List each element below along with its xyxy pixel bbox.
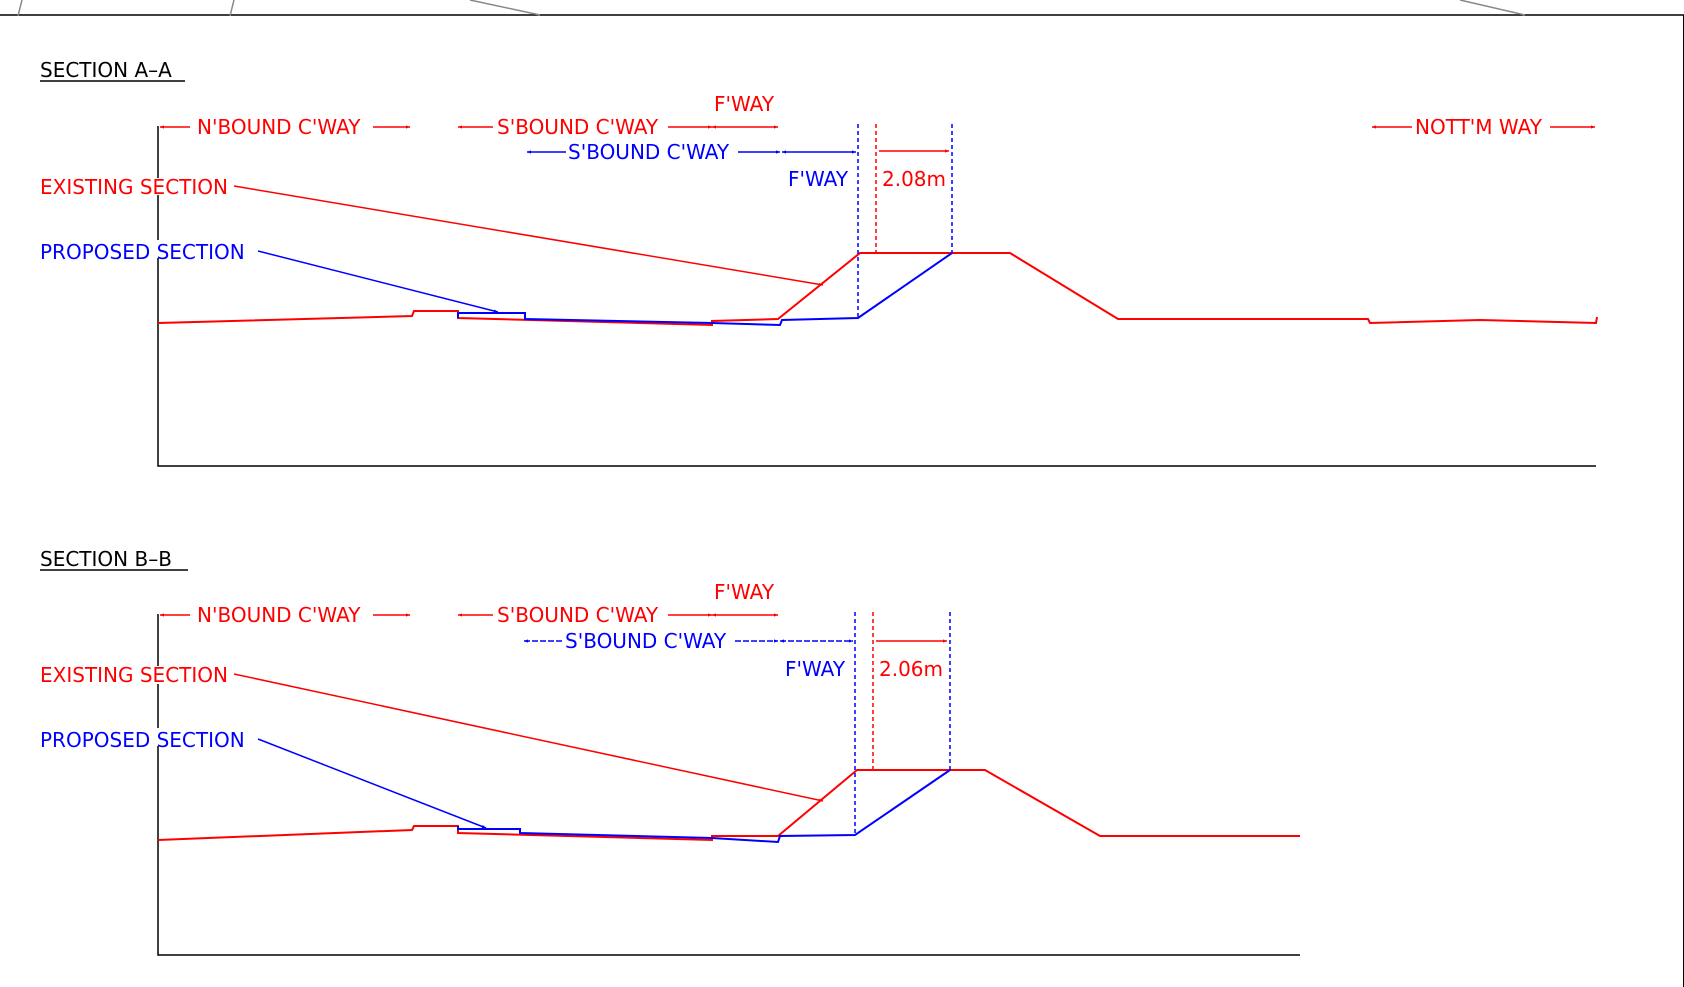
proposed-section-leader: [257, 738, 487, 829]
nbound-label: N'BOUND C'WAY: [197, 115, 361, 139]
offset-dimension: 2.06m: [879, 657, 943, 681]
sbound-label-existing: S'BOUND C'WAY: [497, 115, 659, 139]
section-frame: [157, 126, 1596, 467]
sbound-label-existing: S'BOUND C'WAY: [497, 603, 659, 627]
nbound-label: N'BOUND C'WAY: [197, 603, 361, 627]
sbound-label-proposed: S'BOUND C'WAY: [568, 140, 730, 164]
nottm-way-label: NOTT'M WAY: [1415, 115, 1543, 139]
section-frame: [157, 614, 1300, 956]
existing-section-leader: [233, 185, 824, 286]
section-title: SECTION B–B: [40, 547, 172, 571]
proposed-section-leader: [257, 250, 499, 313]
section-b-b: SECTION B–B N'BOUND C'WAY S'BOUND C'WAY …: [40, 547, 1300, 956]
existing-section-label: EXISTING SECTION: [40, 175, 228, 199]
proposed-profile: [457, 252, 953, 327]
offset-dimension: 2.08m: [882, 167, 946, 191]
fway-label-proposed: F'WAY: [785, 657, 846, 681]
existing-ground-profile: [157, 252, 1598, 327]
proposed-section-label: PROPOSED SECTION: [40, 728, 245, 752]
proposed-profile: [457, 769, 951, 844]
fway-label-proposed: F'WAY: [788, 167, 849, 191]
section-a-a: SECTION A–A N'BOUND C'WAY S'BOUND C'WAY …: [40, 58, 1598, 467]
sbound-label-proposed: S'BOUND C'WAY: [565, 629, 727, 653]
existing-section-leader: [233, 673, 824, 802]
section-title: SECTION A–A: [40, 58, 172, 82]
fway-label-existing: F'WAY: [714, 580, 775, 604]
proposed-section-label: PROPOSED SECTION: [40, 240, 245, 264]
existing-section-label: EXISTING SECTION: [40, 663, 228, 687]
fway-label-existing: F'WAY: [714, 92, 775, 116]
